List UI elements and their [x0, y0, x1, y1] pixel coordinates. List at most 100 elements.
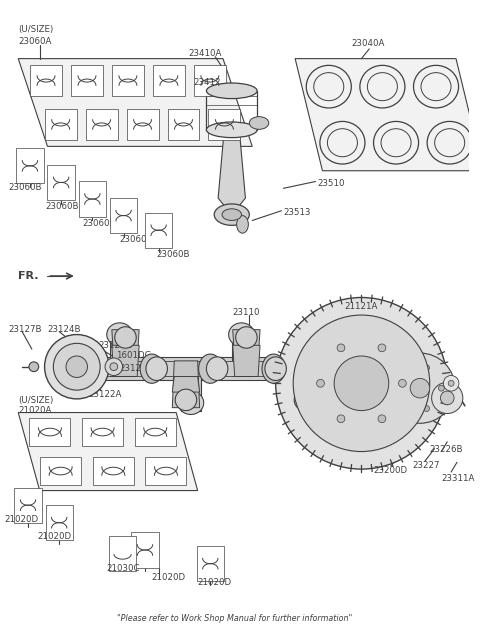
Text: 23513: 23513	[284, 208, 311, 217]
Text: 21121A: 21121A	[344, 302, 377, 311]
Polygon shape	[233, 330, 260, 361]
Polygon shape	[18, 413, 198, 491]
Ellipse shape	[334, 356, 389, 411]
FancyBboxPatch shape	[135, 418, 176, 446]
Ellipse shape	[378, 415, 386, 423]
FancyBboxPatch shape	[145, 212, 172, 248]
Ellipse shape	[337, 344, 345, 352]
Ellipse shape	[45, 335, 109, 399]
Ellipse shape	[222, 209, 241, 221]
FancyBboxPatch shape	[276, 361, 334, 377]
Text: 23311A: 23311A	[442, 474, 475, 483]
Text: "Please refer to Work Shop Manual for further information": "Please refer to Work Shop Manual for fu…	[117, 614, 352, 623]
Ellipse shape	[237, 216, 248, 233]
FancyBboxPatch shape	[181, 361, 201, 411]
FancyBboxPatch shape	[98, 361, 156, 377]
Ellipse shape	[146, 357, 168, 380]
Ellipse shape	[265, 357, 287, 380]
Ellipse shape	[424, 365, 430, 371]
Text: (U/SIZE): (U/SIZE)	[18, 396, 53, 405]
Text: 23227: 23227	[412, 462, 440, 470]
Ellipse shape	[66, 356, 87, 377]
Polygon shape	[233, 346, 260, 377]
Ellipse shape	[105, 358, 122, 375]
Text: 23124B: 23124B	[48, 325, 81, 333]
FancyBboxPatch shape	[109, 536, 136, 571]
Text: 23060B: 23060B	[46, 202, 79, 211]
FancyBboxPatch shape	[194, 65, 226, 96]
Text: 21020D: 21020D	[198, 578, 232, 587]
Ellipse shape	[378, 344, 386, 352]
FancyBboxPatch shape	[232, 327, 251, 377]
Ellipse shape	[249, 117, 269, 129]
FancyBboxPatch shape	[82, 418, 123, 446]
FancyBboxPatch shape	[145, 457, 187, 485]
FancyBboxPatch shape	[293, 361, 312, 411]
Polygon shape	[172, 377, 200, 392]
Ellipse shape	[236, 327, 257, 348]
Text: 23122A: 23122A	[88, 390, 122, 399]
Ellipse shape	[385, 353, 455, 424]
Ellipse shape	[317, 379, 324, 387]
Ellipse shape	[321, 354, 344, 384]
Polygon shape	[172, 361, 200, 408]
Text: 23412: 23412	[194, 78, 221, 87]
Text: 23127B: 23127B	[9, 325, 42, 333]
FancyBboxPatch shape	[30, 65, 62, 96]
Ellipse shape	[199, 354, 222, 384]
Text: 23121A: 23121A	[98, 341, 132, 351]
Text: 1601DG: 1601DG	[116, 351, 151, 360]
Ellipse shape	[175, 389, 197, 411]
Ellipse shape	[87, 357, 109, 380]
FancyBboxPatch shape	[156, 361, 217, 377]
Ellipse shape	[228, 323, 254, 346]
FancyBboxPatch shape	[48, 165, 75, 200]
Ellipse shape	[448, 380, 454, 386]
Text: 21020A: 21020A	[18, 406, 52, 415]
FancyBboxPatch shape	[208, 108, 240, 140]
FancyBboxPatch shape	[40, 457, 81, 485]
FancyBboxPatch shape	[168, 108, 200, 140]
Ellipse shape	[53, 344, 100, 390]
Ellipse shape	[337, 415, 345, 423]
Text: 21020D: 21020D	[152, 573, 186, 583]
Text: 23060A: 23060A	[18, 37, 52, 46]
Text: 23040A: 23040A	[352, 39, 385, 48]
Text: 23060B: 23060B	[9, 183, 42, 193]
FancyBboxPatch shape	[93, 457, 134, 485]
FancyBboxPatch shape	[14, 488, 42, 522]
Ellipse shape	[398, 379, 406, 387]
FancyBboxPatch shape	[217, 361, 276, 377]
Ellipse shape	[293, 315, 430, 451]
Ellipse shape	[394, 354, 417, 384]
Polygon shape	[218, 133, 245, 208]
Ellipse shape	[262, 354, 286, 384]
Text: 21020D: 21020D	[38, 533, 72, 541]
FancyBboxPatch shape	[85, 108, 118, 140]
Ellipse shape	[400, 398, 406, 404]
Text: 23060B: 23060B	[156, 250, 190, 259]
Ellipse shape	[178, 391, 204, 415]
Ellipse shape	[110, 363, 118, 371]
FancyBboxPatch shape	[112, 65, 144, 96]
Text: 23200D: 23200D	[373, 466, 407, 475]
Ellipse shape	[324, 357, 345, 380]
FancyBboxPatch shape	[132, 533, 159, 567]
Ellipse shape	[444, 375, 459, 391]
Ellipse shape	[77, 354, 100, 384]
Text: 23060B: 23060B	[120, 235, 153, 244]
FancyBboxPatch shape	[29, 418, 71, 446]
Ellipse shape	[400, 373, 406, 378]
FancyBboxPatch shape	[127, 108, 158, 140]
Ellipse shape	[107, 323, 132, 346]
Polygon shape	[291, 361, 319, 408]
Ellipse shape	[294, 389, 316, 411]
Polygon shape	[295, 58, 480, 171]
Text: 23410A: 23410A	[189, 49, 222, 58]
Polygon shape	[18, 58, 252, 146]
Text: 23110: 23110	[233, 308, 260, 317]
FancyBboxPatch shape	[45, 108, 77, 140]
FancyBboxPatch shape	[46, 505, 73, 540]
FancyBboxPatch shape	[79, 357, 420, 380]
Polygon shape	[112, 346, 139, 377]
